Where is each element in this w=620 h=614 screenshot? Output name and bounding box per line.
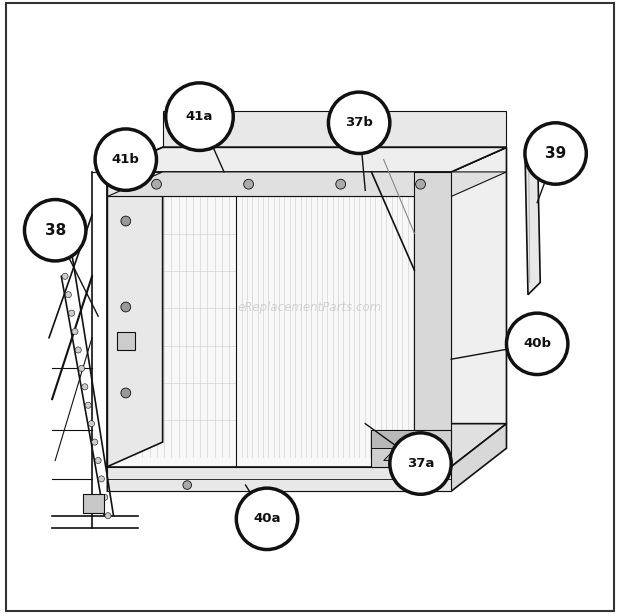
Polygon shape xyxy=(117,332,135,350)
Polygon shape xyxy=(107,147,507,172)
Circle shape xyxy=(183,481,192,489)
Text: eReplacementParts.com: eReplacementParts.com xyxy=(238,300,382,314)
Circle shape xyxy=(525,123,587,184)
Text: 41a: 41a xyxy=(186,110,213,123)
Circle shape xyxy=(507,313,568,375)
Circle shape xyxy=(102,494,108,500)
Text: 38: 38 xyxy=(45,223,66,238)
Circle shape xyxy=(105,513,111,519)
Circle shape xyxy=(95,129,156,190)
Text: 40b: 40b xyxy=(523,337,551,351)
Polygon shape xyxy=(384,448,445,460)
Circle shape xyxy=(121,216,131,226)
Circle shape xyxy=(166,83,233,150)
Circle shape xyxy=(336,179,345,189)
Circle shape xyxy=(82,384,88,390)
Circle shape xyxy=(95,457,101,464)
Text: 39: 39 xyxy=(545,146,566,161)
Polygon shape xyxy=(371,430,420,448)
Polygon shape xyxy=(107,172,451,467)
Circle shape xyxy=(69,310,74,316)
Circle shape xyxy=(329,92,390,154)
Circle shape xyxy=(65,292,71,298)
Text: 37a: 37a xyxy=(407,457,434,470)
Polygon shape xyxy=(451,147,507,467)
Circle shape xyxy=(92,439,98,445)
Circle shape xyxy=(416,481,425,489)
Polygon shape xyxy=(162,111,507,147)
Polygon shape xyxy=(107,424,507,467)
Polygon shape xyxy=(107,172,507,196)
Circle shape xyxy=(72,328,78,335)
Circle shape xyxy=(121,388,131,398)
Polygon shape xyxy=(107,424,507,491)
Circle shape xyxy=(25,200,86,261)
Polygon shape xyxy=(525,135,540,295)
Text: 41b: 41b xyxy=(112,153,140,166)
Polygon shape xyxy=(371,430,451,467)
Text: 37b: 37b xyxy=(345,116,373,130)
Circle shape xyxy=(236,488,298,550)
Polygon shape xyxy=(414,172,451,442)
Circle shape xyxy=(121,302,131,312)
Circle shape xyxy=(415,179,425,189)
Polygon shape xyxy=(107,147,162,467)
Circle shape xyxy=(89,421,94,427)
Polygon shape xyxy=(107,147,507,172)
Polygon shape xyxy=(83,494,104,513)
Circle shape xyxy=(99,476,104,482)
Circle shape xyxy=(79,365,84,371)
Circle shape xyxy=(390,433,451,494)
Circle shape xyxy=(244,179,254,189)
Circle shape xyxy=(85,402,91,408)
Circle shape xyxy=(151,179,161,189)
Text: 40a: 40a xyxy=(253,512,281,526)
Circle shape xyxy=(62,273,68,279)
Circle shape xyxy=(75,347,81,353)
Polygon shape xyxy=(107,467,451,491)
